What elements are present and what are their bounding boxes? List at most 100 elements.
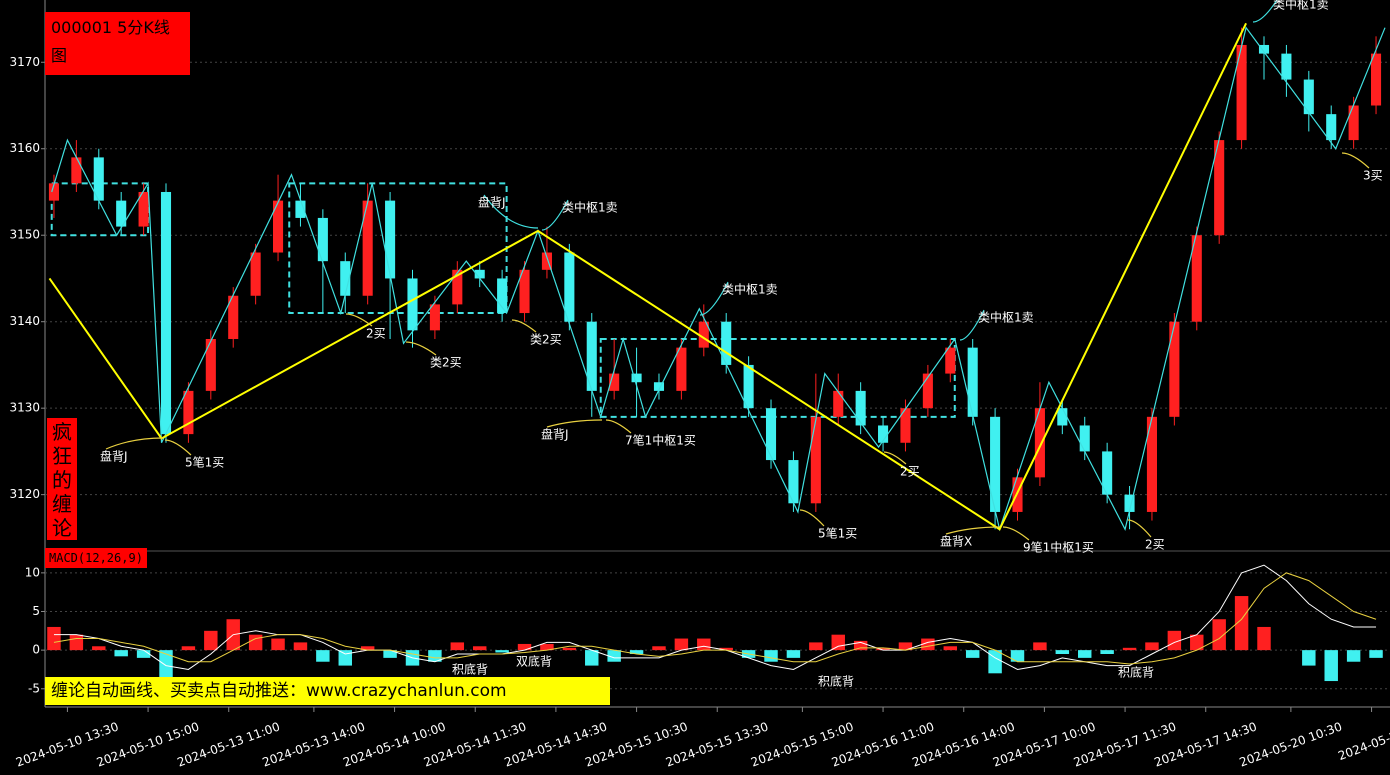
annotation: 2买 <box>366 327 386 341</box>
annotation-arrow <box>105 437 164 450</box>
annotation: 3买 <box>1363 169 1383 183</box>
macd-bar <box>1302 650 1316 666</box>
macd-bar <box>786 650 801 658</box>
candle-body <box>1191 235 1202 322</box>
candle-body <box>317 217 328 262</box>
macd-bar <box>1369 650 1383 658</box>
macd-bar <box>674 638 689 651</box>
candle-body <box>250 252 261 296</box>
macd-line <box>53 572 1377 665</box>
annotation: 积底背 <box>452 662 488 677</box>
macd-bar <box>943 646 958 651</box>
macd-bar <box>876 647 890 651</box>
candle-body <box>474 269 485 279</box>
macd-bar <box>1078 650 1092 658</box>
macd-bar <box>293 642 308 651</box>
candle-body <box>340 261 351 296</box>
macd-bar <box>1100 650 1114 654</box>
x-tick-label: 2024-05-20 <box>1336 726 1390 763</box>
annotation-arrow <box>799 509 825 527</box>
annotation-arrow <box>945 526 1001 535</box>
annotation: 类中枢1卖 <box>562 200 618 215</box>
macd-bar <box>1234 596 1249 651</box>
y-tick-label: 0 <box>32 643 40 657</box>
annotation-arrow <box>1252 0 1278 23</box>
segment-line <box>48 22 1247 531</box>
annotation-arrow <box>541 199 569 231</box>
y-tick-label: 10 <box>25 565 40 579</box>
annotation-arrow <box>1127 519 1152 538</box>
candle-body <box>833 390 844 417</box>
candle-body <box>1124 494 1135 512</box>
annotation: 9笔1中枢1买 <box>1023 540 1094 555</box>
candle-body <box>1079 425 1090 452</box>
macd-bar <box>921 638 935 651</box>
y-tick-label: 3170 <box>9 55 40 69</box>
y-tick-label: 3120 <box>9 487 40 501</box>
candle-body <box>116 200 127 227</box>
candle-body <box>429 304 440 331</box>
candle-body <box>273 200 284 253</box>
candle-body <box>1258 44 1270 54</box>
macd-bar <box>495 650 509 653</box>
side-label: 疯狂的缠论 <box>47 418 77 540</box>
candle-body <box>586 321 597 391</box>
candle-body <box>855 390 866 426</box>
annotation-arrow <box>345 313 373 327</box>
annotation: 类2买 <box>530 333 562 347</box>
candle-body <box>676 347 687 391</box>
macd-bar <box>204 630 218 651</box>
macd-bar <box>1257 626 1271 651</box>
candle-body <box>922 373 933 409</box>
candle-body <box>1057 408 1068 426</box>
macd-bar <box>136 650 151 658</box>
macd-bar <box>629 650 644 654</box>
macd-bar <box>114 650 128 657</box>
macd-bar <box>360 646 375 651</box>
candle-body <box>160 191 172 435</box>
annotation-arrow <box>483 194 539 229</box>
macd-bar <box>1212 619 1226 651</box>
candle-body <box>48 183 60 201</box>
macd-bar <box>898 642 913 651</box>
candle-body <box>93 157 104 201</box>
macd-bar <box>562 647 577 651</box>
candle-body <box>1348 105 1359 141</box>
title-box: 000001 5分K线图 上证指数 <box>45 12 190 97</box>
macd-bar <box>92 646 106 651</box>
macd-bar <box>988 650 1002 674</box>
macd-bar <box>652 646 666 651</box>
macd-bar <box>271 638 285 651</box>
macd-bar <box>764 650 778 662</box>
y-tick-label: 3150 <box>9 228 40 242</box>
candle-body <box>1146 416 1157 512</box>
macd-bar <box>383 650 397 658</box>
candle-body <box>541 252 552 270</box>
candle-body <box>1303 79 1314 115</box>
annotation: 2买 <box>1145 538 1165 552</box>
macd-bar <box>1145 642 1159 651</box>
annotation: 类2买 <box>430 356 462 370</box>
macd-bar <box>607 650 621 662</box>
macd-bar <box>1055 650 1070 654</box>
candle-body <box>945 347 956 374</box>
macd-bar <box>47 626 61 651</box>
candle-body <box>698 321 709 348</box>
macd-bar <box>831 634 845 651</box>
macd-bar <box>338 650 352 666</box>
candle-body <box>1214 140 1225 236</box>
macd-bar <box>248 634 263 651</box>
macd-bar <box>1122 647 1137 651</box>
candle-body <box>990 416 1001 512</box>
candle-body <box>452 269 463 305</box>
candle-body <box>743 364 754 409</box>
candle-body <box>900 408 911 443</box>
y-tick-label: 3160 <box>9 141 40 155</box>
macd-bar <box>1324 650 1338 682</box>
y-tick-label: 5 <box>32 604 40 618</box>
annotation: 双底背 <box>516 654 552 669</box>
annotation: 积底背 <box>818 674 854 689</box>
macd-bar <box>181 646 196 651</box>
